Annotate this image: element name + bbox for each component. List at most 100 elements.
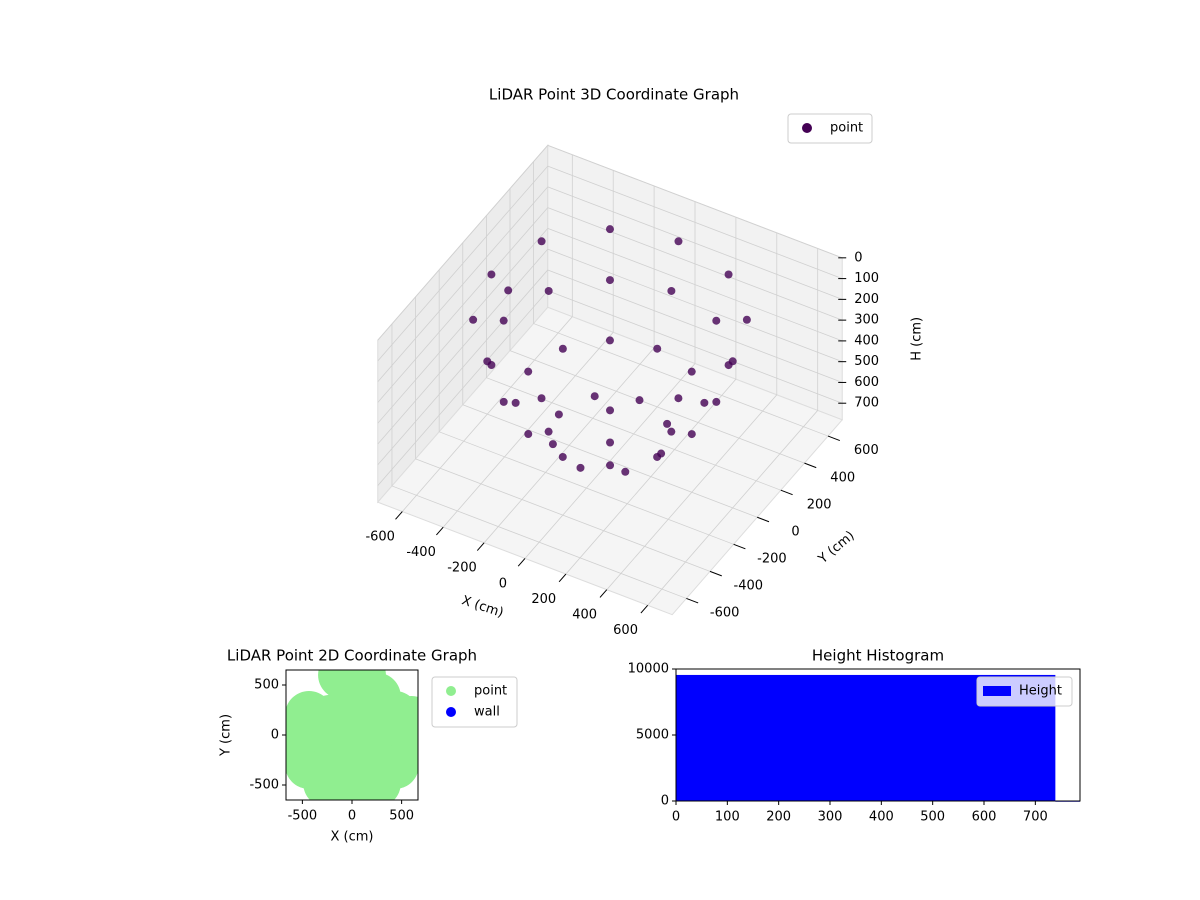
x-tick xyxy=(476,542,485,551)
point xyxy=(606,406,615,415)
y-axis-label: Y (cm) xyxy=(815,528,858,567)
chart-title: LiDAR Point 3D Coordinate Graph xyxy=(489,86,739,104)
grid-line xyxy=(377,165,549,362)
point xyxy=(606,461,615,470)
x-tick-label: -600 xyxy=(365,529,395,544)
point xyxy=(687,367,696,376)
grid-line xyxy=(377,228,549,424)
point xyxy=(605,336,614,345)
point xyxy=(537,394,546,403)
point xyxy=(483,357,492,366)
x-tick-label: 0 xyxy=(672,810,680,825)
point xyxy=(590,392,599,401)
grid-line xyxy=(439,431,734,545)
y-tick-label: -400 xyxy=(734,579,764,594)
x-tick xyxy=(599,589,608,598)
grid-line xyxy=(391,485,687,599)
point xyxy=(558,344,567,353)
point xyxy=(605,225,614,234)
grid-line xyxy=(486,377,781,491)
point xyxy=(544,427,553,436)
x-tick-label: 700 xyxy=(1023,810,1048,825)
y-tick xyxy=(686,597,699,604)
point xyxy=(605,276,614,285)
y-tick-label: -200 xyxy=(757,551,787,566)
legend-label: wall xyxy=(474,705,500,720)
x-tick-label: 0 xyxy=(348,809,356,824)
legend-label: point xyxy=(474,684,507,699)
x-tick-label: 300 xyxy=(818,810,843,825)
y-tick-label: 400 xyxy=(830,470,855,485)
point xyxy=(700,398,709,407)
z-tick-label: 400 xyxy=(854,333,879,348)
point xyxy=(499,397,508,406)
grid-line xyxy=(547,144,843,259)
point xyxy=(576,463,585,472)
x-tick xyxy=(517,558,526,567)
point xyxy=(635,396,644,405)
point xyxy=(499,316,508,325)
z-tick-label: 0 xyxy=(854,250,862,265)
x-axis-label: X (cm) xyxy=(331,830,374,845)
grid-line xyxy=(415,458,711,572)
point xyxy=(554,410,563,419)
y-tick xyxy=(757,516,770,523)
y-tick xyxy=(827,435,841,442)
y-tick-label: -500 xyxy=(249,778,279,793)
grid-line xyxy=(547,269,843,383)
point xyxy=(674,237,683,246)
point xyxy=(674,394,683,403)
chart-title: LiDAR Point 2D Coordinate Graph xyxy=(227,647,477,665)
x-tick xyxy=(558,573,567,583)
grid-line xyxy=(547,248,843,363)
y-tick xyxy=(733,543,746,550)
point xyxy=(728,357,737,366)
grid-line xyxy=(377,186,549,382)
grid-line xyxy=(377,248,549,445)
z-tick-label: 300 xyxy=(854,313,879,328)
grid-line xyxy=(377,290,549,486)
z-tick-label: 700 xyxy=(854,396,879,411)
grid-line xyxy=(533,323,829,437)
point xyxy=(724,270,733,279)
legend-marker xyxy=(446,686,456,696)
point xyxy=(469,315,478,324)
point xyxy=(712,316,721,325)
y-tick xyxy=(780,489,793,496)
point xyxy=(286,716,312,764)
z-tick-label: 200 xyxy=(854,292,879,307)
y-tick-label: 0 xyxy=(271,728,279,743)
point xyxy=(524,367,533,376)
y-tick xyxy=(804,462,817,469)
x-axis-label: X (cm) xyxy=(460,593,506,621)
point xyxy=(328,716,376,764)
point xyxy=(663,419,672,428)
point xyxy=(392,699,418,747)
x-tick-label: 200 xyxy=(531,592,556,607)
grid-line xyxy=(377,145,549,341)
grid-line xyxy=(377,269,549,466)
x-tick xyxy=(640,604,649,614)
x-tick-label: -500 xyxy=(288,809,318,824)
y-tick-label: 10000 xyxy=(628,662,669,677)
x-tick-label: -200 xyxy=(447,561,477,576)
y-tick-label: 500 xyxy=(254,678,279,693)
point xyxy=(511,398,520,407)
point xyxy=(657,449,666,458)
x-tick-label: -400 xyxy=(406,545,436,560)
plot-area xyxy=(286,670,418,800)
y-tick-label: 0 xyxy=(661,794,669,809)
point xyxy=(712,397,721,406)
legend-marker xyxy=(802,123,812,133)
y-axis-label: Y (cm) xyxy=(219,714,234,757)
x-tick-label: 400 xyxy=(572,608,597,623)
legend-marker xyxy=(446,707,456,717)
x-tick-label: 500 xyxy=(920,810,945,825)
chart-title: Height Histogram xyxy=(812,647,944,665)
legend-label: point xyxy=(830,121,863,136)
point xyxy=(653,344,662,353)
y-tick-label: -600 xyxy=(710,606,740,621)
x-tick-label: 200 xyxy=(766,810,791,825)
grid-line xyxy=(509,350,805,464)
